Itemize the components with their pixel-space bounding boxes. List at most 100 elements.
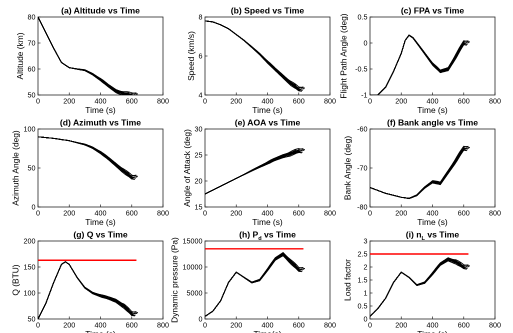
x-tick-label: 400	[262, 321, 274, 330]
plot-area	[204, 16, 331, 96]
y-tick-label: 80	[28, 13, 36, 22]
subplot-5: 0 200 400 600 800 15 20 25 30 (e) AOA vs Time Time…	[182, 118, 336, 228]
y-tick-label: 8	[199, 13, 203, 22]
x-tick-label: 800	[489, 97, 501, 106]
x-axis-label: Time (s)	[252, 217, 283, 227]
x-tick-label: 200	[63, 209, 75, 218]
y-tick-label: 30	[195, 125, 203, 134]
plot-area	[204, 240, 331, 320]
y-tick-label: 0	[364, 315, 368, 324]
y-tick-label: 60	[28, 65, 36, 74]
y-tick-label: -1	[361, 91, 367, 100]
y-axis-label: Speed (km/s)	[186, 31, 196, 81]
x-axis-label: Time (s)	[417, 217, 448, 227]
x-tick-label: 400	[95, 209, 107, 218]
subplot-6: 0 200 400 600 800 -80 -70 -60 (f) Bank angle vs …	[343, 118, 501, 228]
y-axis-label: Q (BTU)	[11, 264, 21, 295]
title-main: (i) n	[406, 230, 422, 240]
x-tick-label: 0	[368, 209, 372, 218]
x-tick-label: 600	[293, 97, 305, 106]
y-tick-label: 15	[195, 203, 203, 212]
trajectory-group	[370, 34, 471, 95]
x-tick-label: 200	[63, 97, 75, 106]
title-subscript: d	[258, 236, 262, 242]
x-tick-label: 0	[203, 97, 207, 106]
x-tick-label: 600	[293, 209, 305, 218]
x-tick-label: 800	[324, 209, 336, 218]
trajectory-group	[370, 145, 471, 200]
trajectory-group	[205, 251, 306, 317]
x-tick-label: 800	[489, 321, 501, 330]
y-tick-label: 20	[195, 177, 203, 186]
subplot-3: 0 200 400 600 800 -1 -0.5 0 0.5 (c) FPA vs Time Ti…	[339, 6, 501, 116]
y-tick-label: 200	[24, 237, 36, 246]
trajectory-line	[38, 261, 139, 319]
plot-area	[369, 128, 496, 208]
y-tick-label: 0	[32, 203, 36, 212]
trajectory-line	[38, 17, 139, 95]
subplot-title: (a) Altitude vs Time	[61, 6, 140, 16]
y-tick-label: -60	[357, 125, 367, 134]
y-tick-label: 4	[199, 91, 203, 100]
y-tick-label: 1.5	[358, 276, 368, 285]
subplot-8: 0 200 400 600 800 0 5000 10000 15000 (h) Pd vs Ti…	[170, 230, 337, 333]
x-tick-label: 200	[63, 321, 75, 330]
y-axis-label: Azimuth Angle (deg)	[11, 130, 21, 206]
x-tick-label: 0	[36, 209, 40, 218]
trajectory-line	[205, 252, 306, 317]
trajectory-group	[370, 257, 471, 317]
x-axis-label: Time (s)	[252, 105, 283, 115]
trajectory-group	[38, 261, 139, 319]
x-tick-label: 800	[157, 97, 169, 106]
y-tick-label: 25	[195, 151, 203, 160]
x-tick-label: 400	[427, 321, 439, 330]
plot-area	[204, 128, 331, 208]
x-tick-label: 0	[36, 321, 40, 330]
y-tick-label: 100	[24, 289, 36, 298]
x-axis-label: Time (s)	[85, 329, 116, 333]
plot-area	[37, 240, 164, 320]
y-tick-label: -0.5	[355, 65, 367, 74]
x-tick-label: 400	[95, 97, 107, 106]
x-tick-label: 600	[458, 321, 470, 330]
y-tick-label: 10000	[183, 263, 203, 272]
subplot-title: (h) Pd vs Time	[239, 230, 296, 243]
y-tick-label: 2.5	[358, 250, 368, 259]
trajectory-line	[370, 145, 471, 199]
x-tick-label: 800	[489, 209, 501, 218]
x-tick-label: 0	[368, 97, 372, 106]
y-tick-label: 50	[28, 91, 36, 100]
plot-area	[37, 128, 164, 208]
y-tick-label: 0.5	[358, 302, 368, 311]
x-tick-label: 200	[395, 209, 407, 218]
y-axis-label: Flight Path Angle (deg)	[339, 13, 349, 98]
y-axis-label: Altitude (km)	[15, 32, 25, 79]
x-tick-label: 600	[126, 209, 138, 218]
plot-area	[37, 16, 164, 96]
y-axis-label: Bank Angle (deg)	[343, 136, 353, 200]
y-axis-label: Angle of Attack (deg)	[182, 129, 192, 207]
subplot-2: 0 200 400 600 800 4 6 8 (b) Speed vs Time Time (s…	[186, 6, 336, 116]
plot-area	[369, 16, 496, 96]
subplot-title: (b) Speed vs Time	[231, 6, 305, 16]
y-tick-label: 50	[28, 164, 36, 173]
x-tick-label: 0	[203, 209, 207, 218]
trajectory-group	[38, 17, 139, 95]
trajectory-line	[38, 136, 139, 177]
x-tick-label: 200	[230, 97, 242, 106]
trajectory-group	[205, 20, 306, 92]
subplot-title: (c) FPA vs Time	[401, 6, 465, 16]
y-tick-label: 1	[364, 289, 368, 298]
x-tick-label: 400	[427, 97, 439, 106]
x-tick-label: 400	[95, 321, 107, 330]
x-tick-label: 600	[126, 321, 138, 330]
x-tick-label: 400	[262, 97, 274, 106]
title-subscript: L	[422, 236, 426, 242]
y-axis-label: Dynamic pressure (Pa)	[170, 237, 180, 323]
x-axis-label: Time (s)	[85, 105, 116, 115]
x-tick-label: 400	[262, 209, 274, 218]
x-tick-label: 200	[395, 321, 407, 330]
x-tick-label: 600	[458, 97, 470, 106]
plot-area	[369, 240, 496, 320]
